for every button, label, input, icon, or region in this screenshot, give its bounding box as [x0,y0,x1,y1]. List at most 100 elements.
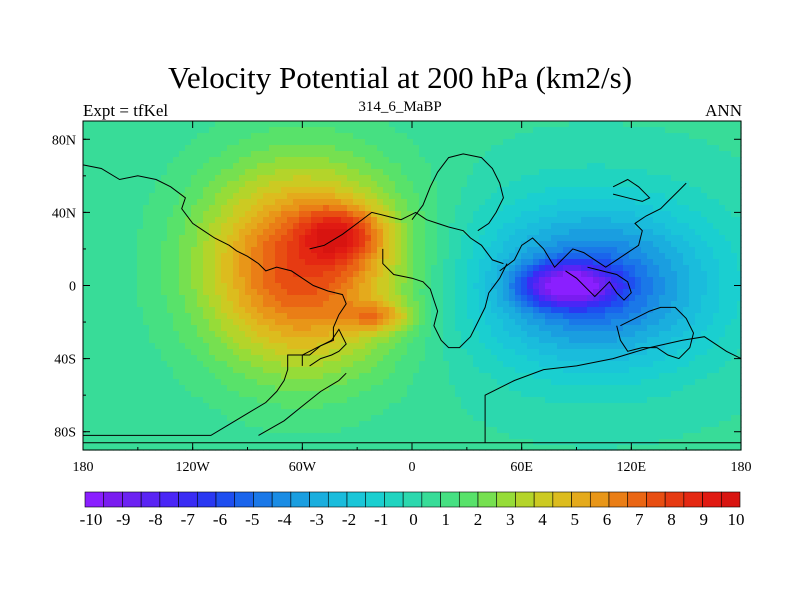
field-cell [401,145,408,152]
field-cell [257,313,264,320]
field-cell [311,241,318,248]
field-cell [491,433,498,440]
field-cell [521,337,528,344]
field-cell [527,379,534,386]
field-cell [119,175,126,182]
field-cell [221,427,228,434]
field-cell [113,397,120,404]
field-cell [497,355,504,362]
field-cell [371,385,378,392]
field-cell [119,241,126,248]
field-cell [467,355,474,362]
field-cell [617,151,624,158]
field-cell [503,367,510,374]
field-cell [461,337,468,344]
field-cell [389,247,396,254]
field-cell [293,301,300,308]
field-cell [431,193,438,200]
field-cell [89,187,96,194]
field-cell [113,265,120,272]
field-cell [161,187,168,194]
field-cell [551,421,558,428]
field-cell [383,427,390,434]
field-cell [539,313,546,320]
field-cell [377,241,384,248]
field-cell [401,169,408,176]
field-cell [221,235,228,242]
field-cell [83,127,90,134]
field-cell [95,367,102,374]
field-cell [437,379,444,386]
field-cell [605,409,612,416]
field-cell [569,193,576,200]
field-cell [191,343,198,350]
field-cell [305,223,312,230]
field-cell [389,289,396,296]
field-cell [215,409,222,416]
field-cell [143,367,150,374]
field-cell [449,121,456,128]
field-cell [245,265,252,272]
field-cell [299,175,306,182]
field-cell [623,271,630,278]
field-cell [347,181,354,188]
field-cell [233,325,240,332]
field-cell [317,283,324,290]
field-cell [185,277,192,284]
field-cell [179,391,186,398]
field-cell [347,199,354,206]
field-cell [401,163,408,170]
field-cell [383,259,390,266]
field-cell [155,235,162,242]
field-cell [569,211,576,218]
field-cell [323,415,330,422]
field-cell [311,223,318,230]
field-cell [395,319,402,326]
field-cell [203,181,210,188]
field-cell [305,313,312,320]
field-cell [281,205,288,212]
field-cell [137,205,144,212]
field-cell [335,259,342,266]
field-cell [437,217,444,224]
field-cell [323,361,330,368]
field-cell [155,325,162,332]
field-cell [605,265,612,272]
field-cell [473,151,480,158]
field-cell [239,121,246,128]
field-cell [341,427,348,434]
field-cell [275,337,282,344]
field-cell [503,385,510,392]
field-cell [539,319,546,326]
field-cell [383,307,390,314]
field-cell [299,373,306,380]
field-cell [335,349,342,356]
field-cell [179,343,186,350]
field-cell [275,187,282,194]
field-cell [419,247,426,254]
field-cell [125,379,132,386]
field-cell [251,415,258,422]
field-cell [497,409,504,416]
field-cell [569,373,576,380]
field-cell [581,265,588,272]
field-cell [341,193,348,200]
field-cell [245,223,252,230]
field-cell [371,271,378,278]
field-cell [179,349,186,356]
field-cell [569,217,576,224]
field-cell [113,295,120,302]
field-cell [491,301,498,308]
field-cell [401,241,408,248]
field-cell [449,397,456,404]
field-cell [269,295,276,302]
field-cell [365,169,372,176]
field-cell [467,133,474,140]
field-cell [503,139,510,146]
field-cell [455,127,462,134]
field-cell [545,307,552,314]
field-cell [179,223,186,230]
field-cell [371,121,378,128]
field-cell [335,265,342,272]
field-cell [527,169,534,176]
